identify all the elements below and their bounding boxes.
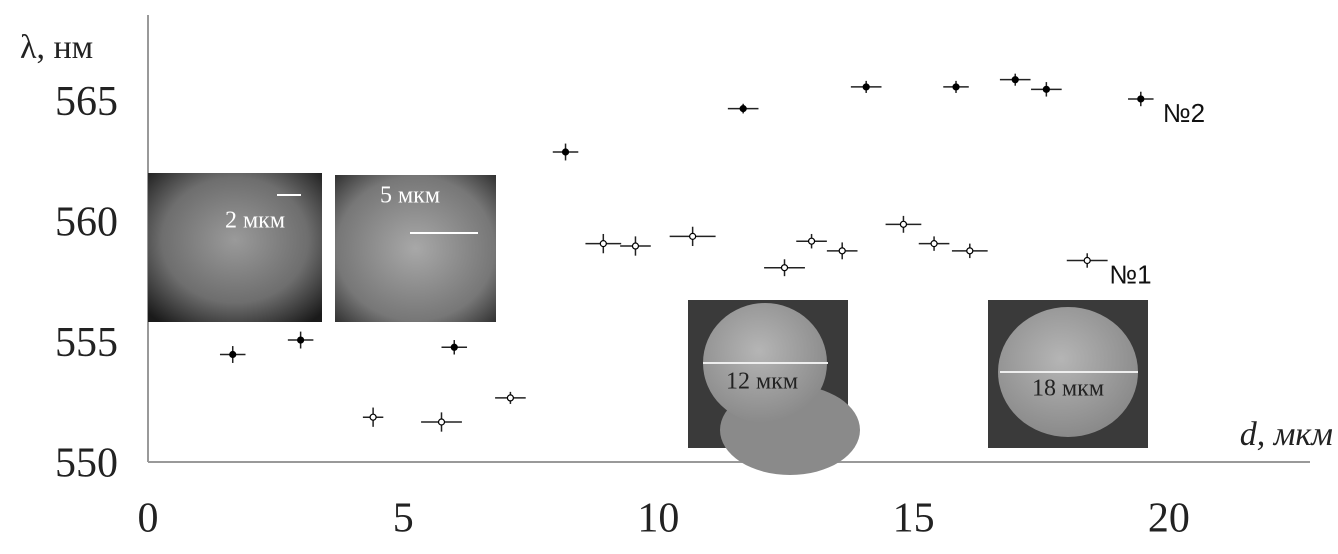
x-tick-label: 0 <box>138 496 159 542</box>
point <box>229 350 237 359</box>
inset-2: 5 мкм <box>335 175 496 322</box>
legend-label: №2 <box>1163 98 1205 128</box>
point <box>1011 76 1019 84</box>
point <box>437 418 446 426</box>
scale-label: 12 мкм <box>726 369 798 395</box>
inset-3: 12 мкм <box>688 300 860 475</box>
scale-label: 2 мкм <box>225 208 285 234</box>
y-tick-label: 555 <box>55 320 118 366</box>
legend-label: №1 <box>1109 259 1151 289</box>
y-tick-label: 560 <box>55 200 118 246</box>
x-tick-label: 10 <box>637 496 679 542</box>
point <box>862 83 870 91</box>
x-axis-label: d, мкм <box>1240 416 1333 453</box>
scale-label: 18 мкм <box>1032 376 1104 402</box>
point <box>1083 256 1091 265</box>
point <box>899 220 908 228</box>
y-tick-label: 550 <box>55 441 118 487</box>
point <box>689 232 697 240</box>
x-tick-label: 20 <box>1148 496 1190 542</box>
point <box>297 336 305 344</box>
point <box>780 264 789 272</box>
x-tick-label: 15 <box>893 496 935 542</box>
x-tick-label: 5 <box>393 496 414 542</box>
point <box>506 394 515 402</box>
point <box>450 343 458 351</box>
point <box>561 148 570 156</box>
inset-1: 2 мкм <box>148 173 322 322</box>
point <box>807 237 816 245</box>
point <box>930 240 938 248</box>
point <box>1137 95 1145 103</box>
scale-label: 5 мкм <box>380 183 440 209</box>
inset-4: 18 мкм <box>988 300 1148 448</box>
point <box>369 413 377 421</box>
point <box>631 242 640 250</box>
y-axis-label: λ, нм <box>20 29 93 66</box>
y-tick-label: 565 <box>55 79 118 125</box>
point <box>838 247 846 255</box>
point <box>1042 85 1050 93</box>
point <box>599 240 607 248</box>
point <box>952 83 960 91</box>
point <box>966 247 974 255</box>
point <box>739 105 747 113</box>
